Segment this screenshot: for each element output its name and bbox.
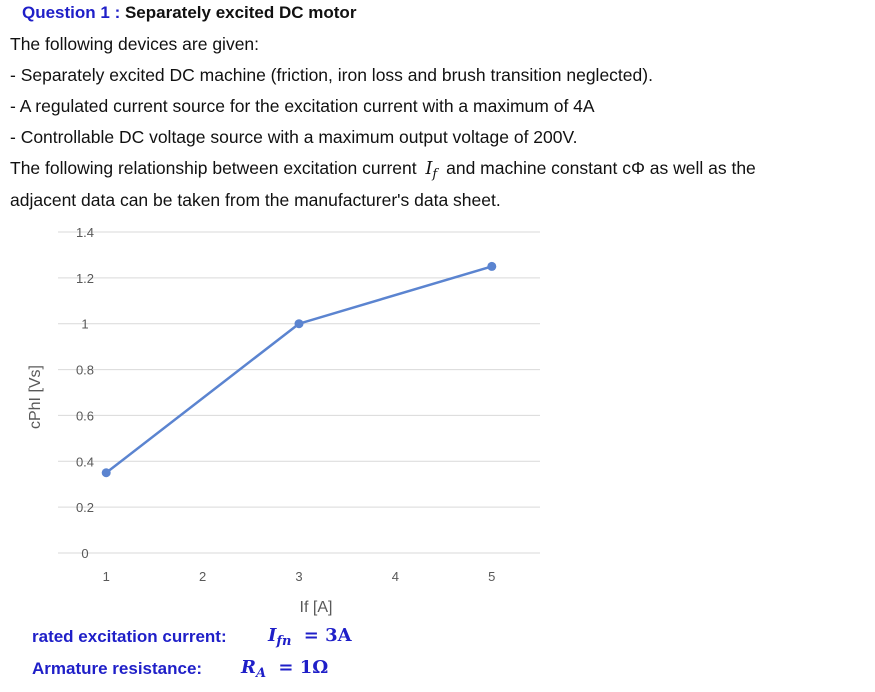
relation-text-part1: The following relationship between excit…: [10, 158, 417, 178]
x-tick-label-2: 3: [295, 569, 302, 584]
y-tick-label-4: 0.8: [76, 363, 94, 378]
y-tick-label-2: 0.4: [76, 454, 94, 469]
rated-current-symbol: Ifn: [268, 625, 292, 649]
x-tick-label-4: 5: [488, 569, 495, 584]
x-tick-label-1: 2: [199, 569, 206, 584]
device-item-3: - Controllable DC voltage source with a …: [10, 127, 578, 147]
relation-text: The following relationship between excit…: [10, 158, 756, 182]
rated-current-value: = 3A: [303, 625, 352, 646]
armature-resistance-symbol: RA: [241, 657, 267, 681]
y-tick-label-1: 0.2: [76, 500, 94, 515]
relation-text-part2: and machine constant cΦ as well as the: [446, 158, 756, 178]
armature-resistance-value: = 1Ω: [278, 657, 329, 678]
armature-resistance-formula: RA = 1Ω: [241, 657, 328, 681]
x-axis-label: If [A]: [300, 599, 333, 616]
x-tick-labels: 1 2 3 4 5: [103, 569, 496, 584]
question-title: Separately excited DC motor: [124, 3, 357, 22]
y-tick-label-7: 1.4: [76, 225, 94, 240]
rated-current-formula: Ifn = 3A: [268, 625, 352, 649]
y-tick-label-6: 1.2: [76, 271, 94, 286]
device-item-1: - Separately excited DC machine (frictio…: [10, 65, 653, 85]
armature-resistance-label: Armature resistance:: [32, 659, 203, 678]
question-number: Question 1 :: [22, 3, 121, 22]
chart-series: [101, 261, 497, 478]
y-tick-label-5: 1: [81, 317, 88, 332]
intro-text: The following devices are given:: [10, 34, 260, 54]
y-tick-label-3: 0.6: [76, 408, 94, 423]
chart-gridlines: [58, 231, 540, 554]
y-tick-labels: 0 0.2 0.4 0.6 0.8 1 1.2 1.4: [76, 225, 94, 561]
x-tick-label-3: 4: [392, 569, 399, 584]
data-point-0: [101, 468, 111, 478]
data-point-2: [487, 261, 497, 271]
x-tick-label-0: 1: [103, 569, 110, 584]
data-point-1: [294, 319, 304, 329]
device-item-2: - A regulated current source for the exc…: [10, 96, 595, 116]
excitation-current-symbol: If: [425, 159, 438, 182]
excitation-chart: 0 0.2 0.4 0.6 0.8 1 1.2 1.4 1 2 3 4 5 If [A] cPhI […: [27, 225, 540, 616]
y-tick-label-0: 0: [81, 546, 88, 561]
relation-text-line2: adjacent data can be taken from the manu…: [10, 190, 501, 210]
question-heading: Question 1 : Separately excited DC motor: [22, 3, 356, 23]
y-axis-label: cPhI [Vs]: [27, 365, 44, 429]
rated-current-label: rated excitation current:: [32, 627, 227, 646]
